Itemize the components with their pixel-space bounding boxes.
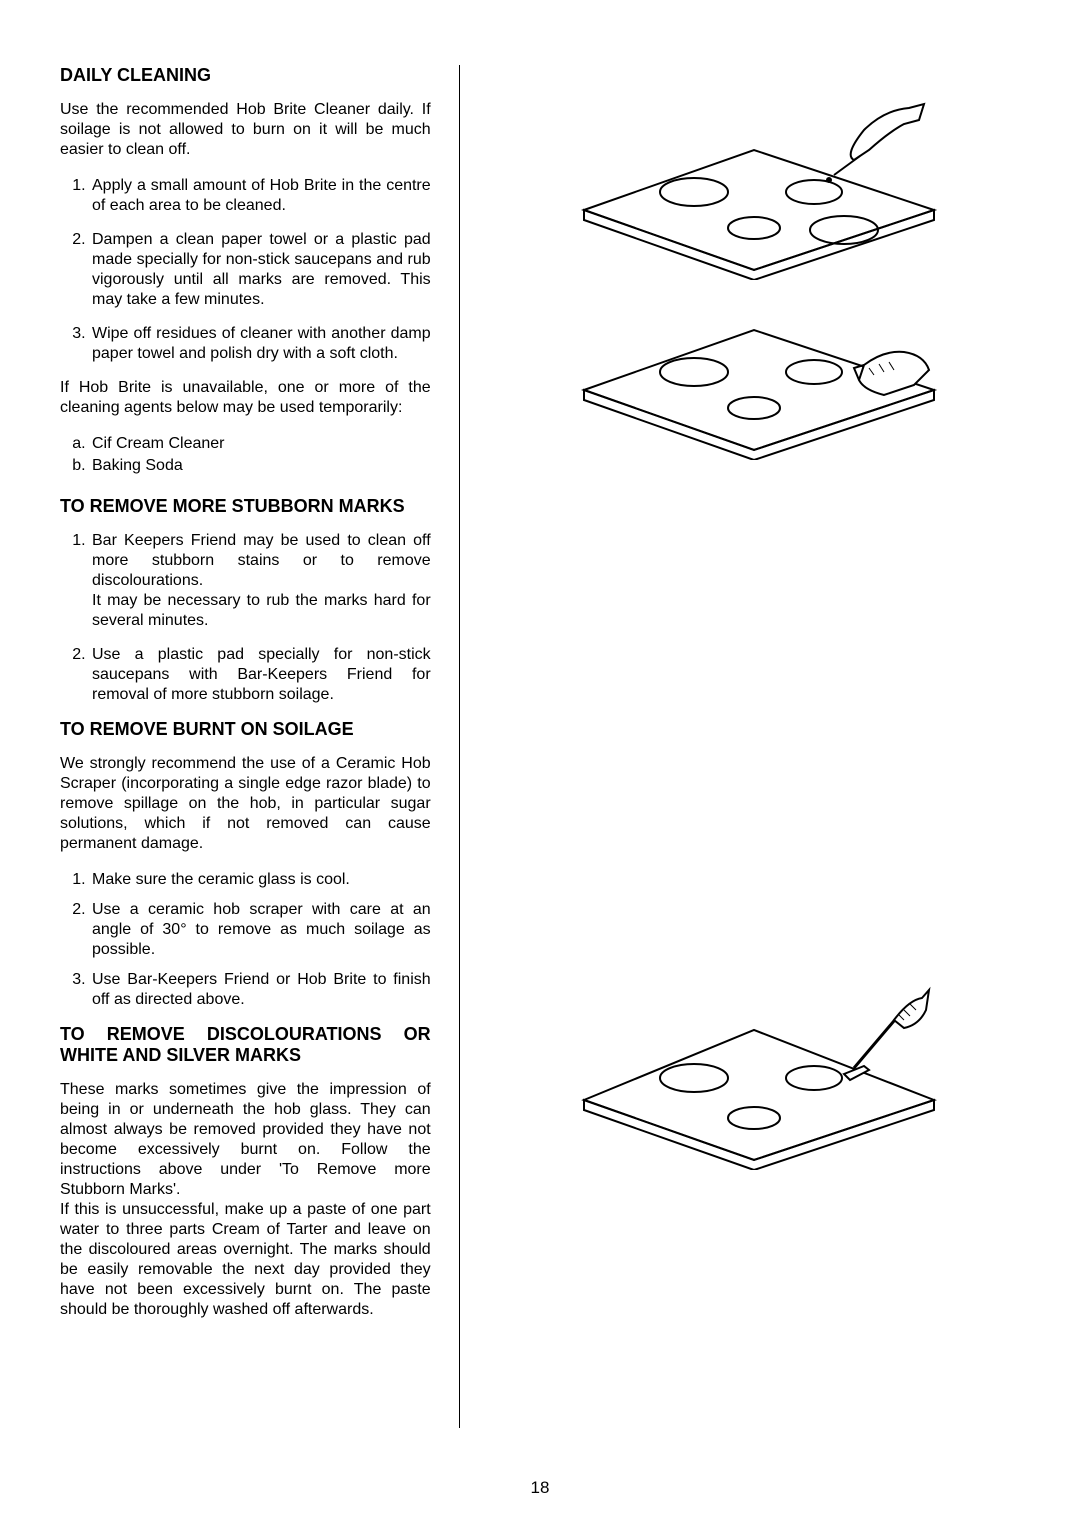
discolour-para2: If this is unsuccessful, make up a paste… xyxy=(60,1200,431,1320)
right-column xyxy=(488,65,1020,1428)
left-column: DAILY CLEANING Use the recommended Hob B… xyxy=(60,65,460,1428)
daily-cleaning-steps: Apply a small amount of Hob Brite in the… xyxy=(60,176,431,364)
list-item: Use a ceramic hob scraper with care at a… xyxy=(90,900,431,960)
page-number: 18 xyxy=(0,1478,1080,1498)
list-item: Use a plastic pad specially for non-stic… xyxy=(90,645,431,705)
list-item: Apply a small amount of Hob Brite in the… xyxy=(90,176,431,216)
figure-wiping xyxy=(564,290,944,460)
hob-apply-icon xyxy=(564,100,944,280)
two-column-layout: DAILY CLEANING Use the recommended Hob B… xyxy=(60,65,1020,1428)
list-item: Dampen a clean paper towel or a plastic … xyxy=(90,230,431,310)
burnt-intro: We strongly recommend the use of a Ceram… xyxy=(60,754,431,854)
list-item: Baking Soda xyxy=(90,456,431,476)
daily-cleaning-intro: Use the recommended Hob Brite Cleaner da… xyxy=(60,100,431,160)
list-item: Cif Cream Cleaner xyxy=(90,434,431,454)
discolour-heading: TO REMOVE DISCOLOURATIONS OR WHITE AND S… xyxy=(60,1024,431,1066)
hob-wipe-icon xyxy=(564,290,944,460)
list-item: Bar Keepers Friend may be used to clean … xyxy=(90,531,431,631)
daily-cleaning-heading: DAILY CLEANING xyxy=(60,65,431,86)
stubborn-heading: TO REMOVE MORE STUBBORN MARKS xyxy=(60,496,431,517)
burnt-steps: Make sure the ceramic glass is cool. Use… xyxy=(60,870,431,1010)
list-item: Use Bar-Keepers Friend or Hob Brite to f… xyxy=(90,970,431,1010)
figure-scraper xyxy=(564,970,944,1170)
burnt-heading: TO REMOVE BURNT ON SOILAGE xyxy=(60,719,431,740)
stubborn-steps: Bar Keepers Friend may be used to clean … xyxy=(60,531,431,705)
list-item: Make sure the ceramic glass is cool. xyxy=(90,870,431,890)
figure-apply-cleaner xyxy=(564,100,944,280)
fallback-intro: If Hob Brite is unavailable, one or more… xyxy=(60,378,431,418)
fallback-list: Cif Cream Cleaner Baking Soda xyxy=(60,434,431,476)
page: DAILY CLEANING Use the recommended Hob B… xyxy=(0,0,1080,1528)
discolour-para1: These marks sometimes give the impressio… xyxy=(60,1080,431,1200)
list-item: Wipe off residues of cleaner with anothe… xyxy=(90,324,431,364)
hob-scraper-icon xyxy=(564,970,944,1170)
